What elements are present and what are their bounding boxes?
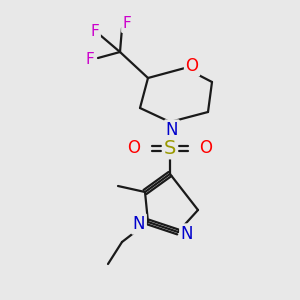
Text: O: O	[200, 139, 212, 157]
Text: O: O	[185, 57, 199, 75]
Text: N: N	[133, 215, 145, 233]
Text: F: F	[91, 25, 99, 40]
Text: O: O	[128, 139, 140, 157]
Text: F: F	[123, 16, 131, 32]
Text: N: N	[166, 121, 178, 139]
Text: N: N	[181, 225, 193, 243]
Text: S: S	[164, 139, 176, 158]
Text: F: F	[85, 52, 94, 68]
